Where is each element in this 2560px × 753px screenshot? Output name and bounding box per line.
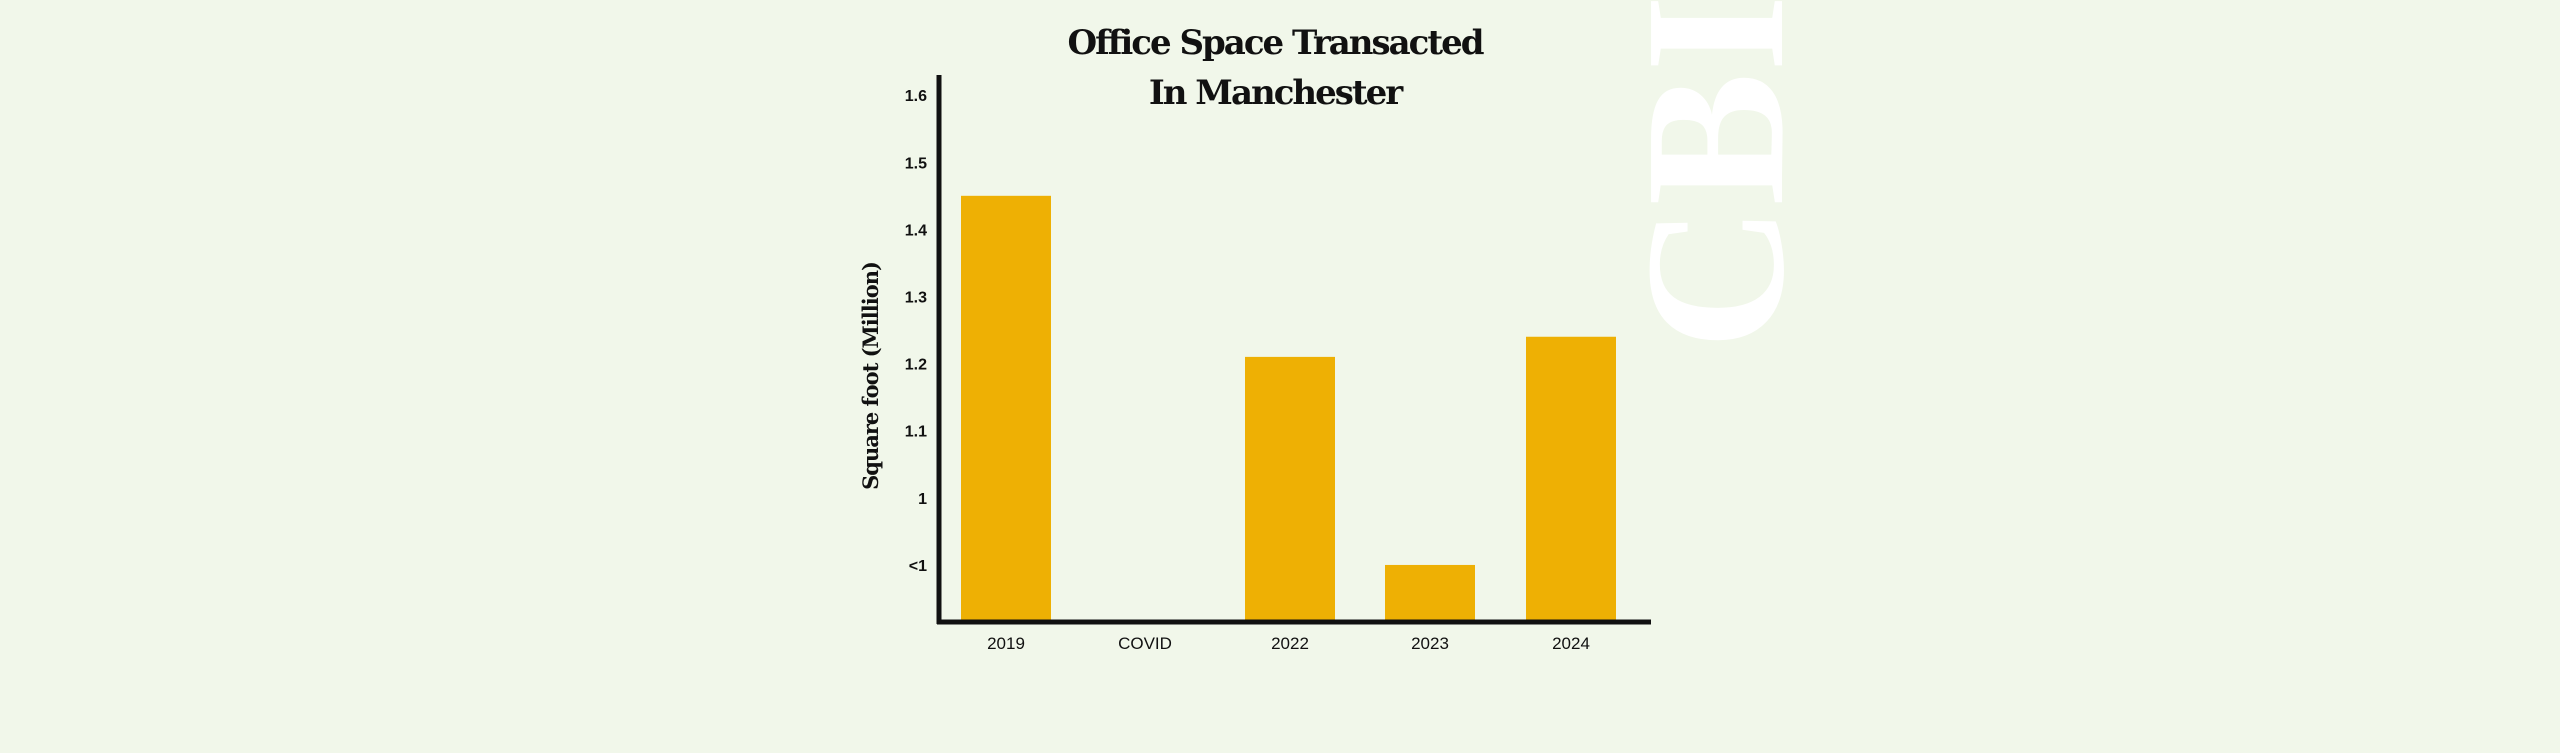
y-tick-label: 1.4 (905, 222, 927, 239)
bar-2022 (1245, 356, 1335, 622)
y-tick-label: 1.1 (905, 424, 927, 441)
x-tick-label: 2019 (987, 634, 1025, 653)
cbi-watermark-logo: CBI (1605, 0, 1826, 350)
y-tick-label: 1 (918, 491, 927, 508)
y-tick-label: 1.5 (905, 155, 927, 172)
chart-title-line-2: In Manchester (1149, 73, 1404, 113)
y-tick-label: 1.3 (905, 289, 927, 306)
bar-2019 (961, 195, 1051, 622)
y-axis-label: Square foot (Million) (858, 262, 883, 490)
x-tick-label: 2022 (1271, 634, 1309, 653)
bar-2024 (1526, 336, 1616, 622)
chart-title-line-1: Office Space Transacted (1068, 23, 1484, 63)
x-tick-label: COVID (1118, 634, 1172, 653)
y-tick-label: 1.2 (905, 357, 927, 374)
bar-2023 (1385, 564, 1475, 622)
y-tick-label: <1 (909, 558, 927, 575)
y-tick-label: 1.6 (905, 88, 927, 105)
x-tick-label: 2023 (1411, 634, 1449, 653)
x-tick-label: 2024 (1552, 634, 1590, 653)
